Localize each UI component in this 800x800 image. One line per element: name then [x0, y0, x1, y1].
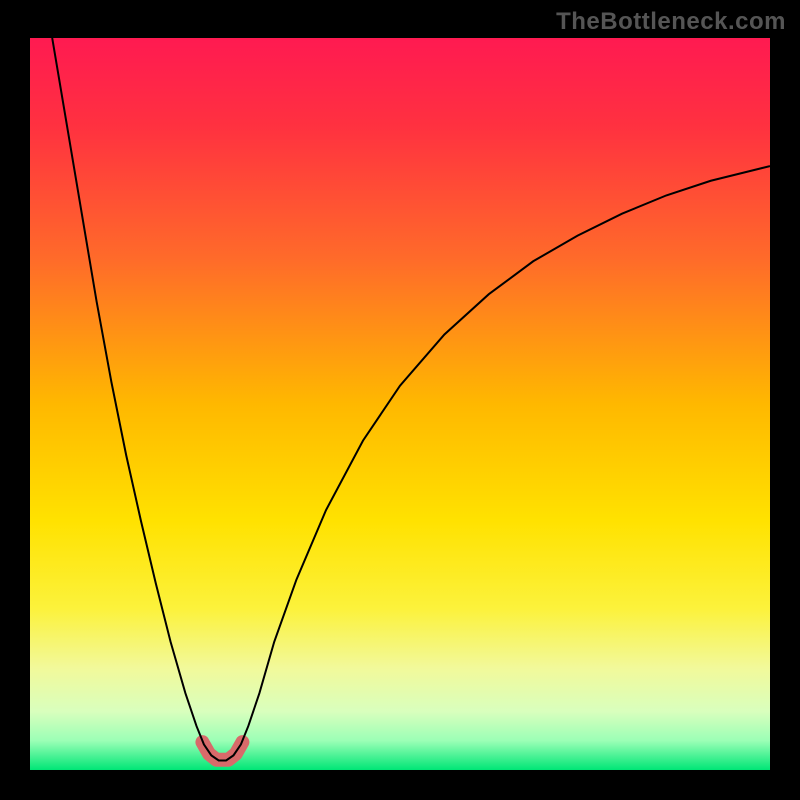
chart-svg: [30, 38, 770, 770]
chart-background: [30, 38, 770, 770]
watermark-text: TheBottleneck.com: [556, 8, 786, 36]
bottleneck-chart: [30, 38, 770, 770]
